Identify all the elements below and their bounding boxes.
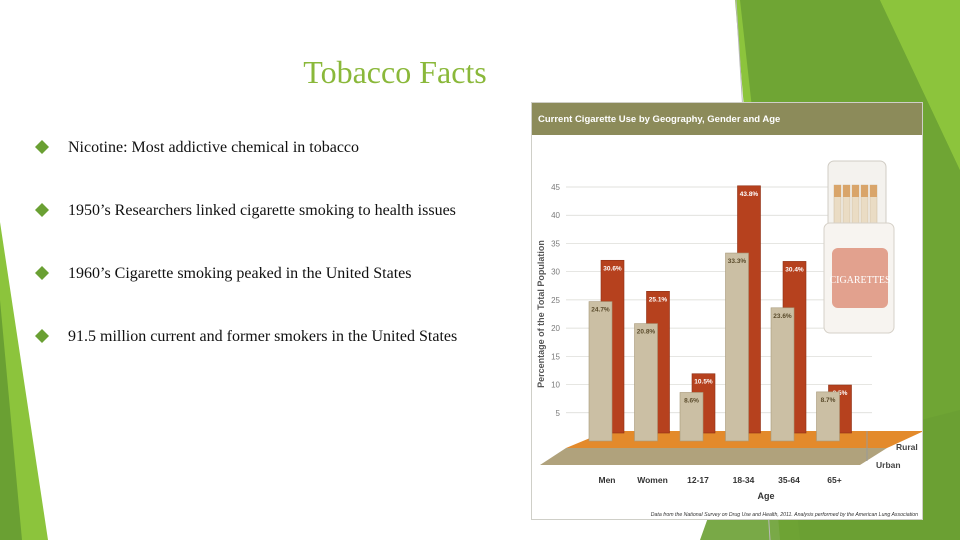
data-label-urban: 8.6%: [684, 397, 699, 404]
chart-source-note: Data from the National Survey on Drug Us…: [651, 512, 918, 518]
y-tick-label: 15: [551, 352, 560, 361]
bullet-item: Nicotine: Most addictive chemical in tob…: [34, 138, 457, 201]
diamond-bullet-icon: [35, 203, 49, 217]
bar-urban: [770, 307, 795, 442]
data-label-rural: 30.6%: [603, 265, 622, 272]
x-tick-label: 65+: [827, 475, 841, 485]
chart-header-bar: [532, 103, 922, 135]
y-tick-label: 35: [551, 239, 560, 248]
x-tick-label: 35-64: [778, 475, 800, 485]
y-axis-label: Percentage of the Total Population: [536, 240, 546, 388]
cigarette-pack-image: [823, 160, 895, 334]
data-label-urban: 33.3%: [728, 258, 747, 265]
bar-chart: Current Cigarette Use by Geography, Gend…: [532, 103, 924, 518]
data-label-rural: 25.1%: [649, 296, 668, 303]
data-label-urban: 8.7%: [821, 397, 836, 404]
y-tick-label: 25: [551, 296, 560, 305]
x-tick-label: 18-34: [733, 475, 755, 485]
cigarette-filter-shape: [834, 185, 841, 197]
x-tick-label: Men: [599, 475, 616, 485]
diamond-bullet-icon: [35, 266, 49, 280]
data-label-rural: 10.5%: [694, 379, 713, 386]
bullet-text: 91.5 million current and former smokers …: [68, 328, 458, 345]
diamond-bullet-icon: [35, 329, 49, 343]
pack-text: CIGARETTES: [829, 275, 890, 286]
cigarette-filter-shape: [861, 185, 868, 197]
cigarette-filter-shape: [852, 185, 859, 197]
bar-urban: [634, 323, 658, 442]
data-label-urban: 24.7%: [591, 307, 610, 314]
pack-label: [832, 248, 888, 308]
cigarette-filter-shape: [870, 185, 877, 197]
chart-title: Current Cigarette Use by Geography, Gend…: [538, 114, 780, 125]
data-label-rural: 43.8%: [740, 191, 759, 198]
data-label-rural: 30.4%: [785, 266, 804, 273]
chart-image: Current Cigarette Use by Geography, Gend…: [531, 102, 924, 520]
x-tick-label: Women: [637, 475, 668, 485]
y-tick-label: 10: [551, 381, 560, 390]
bar-urban: [816, 391, 840, 442]
urban-label: Urban: [876, 460, 901, 470]
bullet-list: Nicotine: Most addictive chemical in tob…: [34, 138, 457, 390]
bar-urban: [588, 301, 613, 442]
bullet-item: 1960’s Cigarette smoking peaked in the U…: [34, 264, 457, 327]
cigarette-filter-shape: [843, 185, 850, 197]
data-label-urban: 23.6%: [773, 313, 792, 320]
rural-label: Rural: [896, 442, 918, 452]
diamond-bullet-icon: [35, 140, 49, 154]
y-tick-label: 45: [551, 183, 560, 192]
urban-floor: [540, 448, 887, 465]
bullet-item: 1950’s Researchers linked cigarette smok…: [34, 201, 457, 264]
bullet-text: 1960’s Cigarette smoking peaked in the U…: [68, 265, 412, 282]
bullet-text: Nicotine: Most addictive chemical in tob…: [68, 139, 360, 156]
x-tick-label: 12-17: [687, 475, 709, 485]
data-label-rural: 8.5%: [833, 390, 848, 397]
slide-title: Tobacco Facts: [303, 54, 487, 90]
bullet-item: 91.5 million current and former smokers …: [34, 327, 457, 390]
y-tick-label: 40: [551, 211, 560, 220]
bar-urban: [679, 392, 704, 442]
y-tick-label: 30: [551, 268, 560, 277]
bar-urban: [725, 252, 749, 442]
x-axis-label: Age: [757, 491, 774, 501]
y-tick-label: 5: [556, 409, 561, 418]
y-tick-label: 20: [551, 324, 560, 333]
bullet-text: 1950’s Researchers linked cigarette smok…: [68, 202, 456, 219]
data-label-urban: 20.8%: [637, 329, 656, 336]
